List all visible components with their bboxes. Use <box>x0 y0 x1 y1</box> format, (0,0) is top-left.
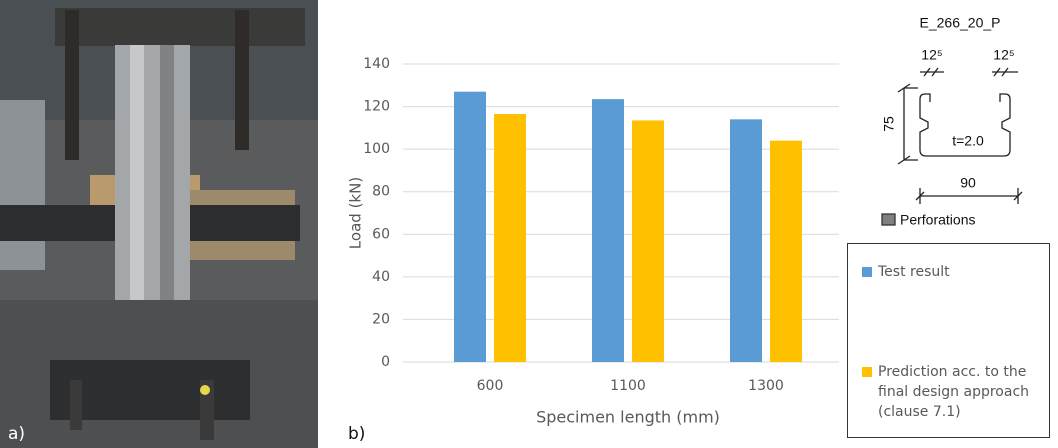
dimension-label: 12⁵ <box>921 47 942 63</box>
bar <box>592 99 624 362</box>
x-axis-title: Specimen length (mm) <box>536 408 720 427</box>
section-title: E_266_20_P <box>920 15 1001 31</box>
perforations-label: Perforations <box>900 212 975 228</box>
y-axis-title: Load (kN) <box>347 177 365 249</box>
y-tick-label: 40 <box>372 269 390 285</box>
legend-swatch <box>862 267 872 277</box>
bar <box>770 140 802 362</box>
bar <box>494 114 526 363</box>
bar <box>730 119 762 362</box>
legend-swatch <box>862 367 872 377</box>
dimension-label: 12⁵ <box>993 47 1014 63</box>
cross-section <box>881 67 1023 226</box>
bar <box>454 91 486 363</box>
bar <box>632 120 664 363</box>
y-tick-label: 100 <box>363 141 390 157</box>
dimension-label: 90 <box>960 175 976 191</box>
photo <box>0 0 318 448</box>
y-tick-label: 0 <box>381 354 390 370</box>
legend-item: Test result <box>862 262 1042 282</box>
x-tick-label: 600 <box>477 378 504 394</box>
x-tick-label: 1100 <box>610 378 646 394</box>
y-tick-label: 140 <box>363 56 390 72</box>
legend-label: Prediction acc. to the final design appr… <box>878 364 1030 420</box>
y-tick-label: 20 <box>372 311 390 327</box>
y-tick-label: 80 <box>372 184 390 200</box>
legend-label: Test result <box>878 264 950 280</box>
y-tick-label: 60 <box>372 226 390 242</box>
legend: Test result Prediction acc. to the final … <box>847 243 1050 438</box>
panel-label: a) <box>8 424 25 444</box>
y-tick-label: 120 <box>363 99 390 115</box>
legend-item: Prediction acc. to the final design appr… <box>862 362 1042 422</box>
dimension-label: 75 <box>881 116 897 132</box>
panel-label: b) <box>348 424 365 444</box>
x-tick-label: 1300 <box>748 378 784 394</box>
dimension-label: t=2.0 <box>952 133 984 149</box>
